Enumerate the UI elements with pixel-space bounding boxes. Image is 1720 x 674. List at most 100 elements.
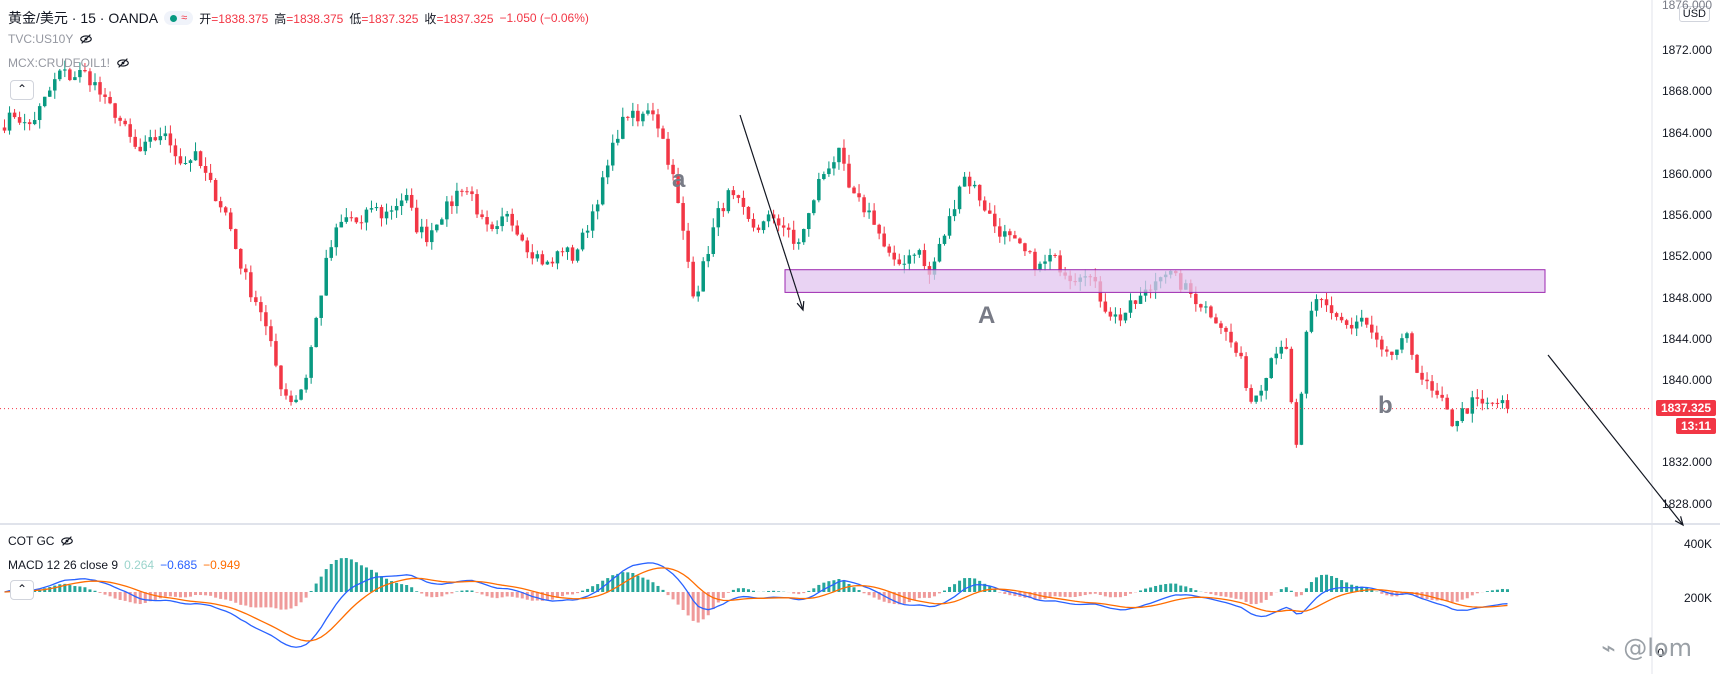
candle xyxy=(610,134,615,171)
eye-off-icon[interactable] xyxy=(60,534,74,548)
candle-body xyxy=(148,137,153,142)
candle xyxy=(58,68,62,82)
candle-body xyxy=(1400,338,1404,350)
candle-body xyxy=(32,120,37,125)
candle xyxy=(1445,394,1449,410)
candle-body xyxy=(1364,317,1369,325)
candle xyxy=(641,111,645,127)
candle xyxy=(862,194,866,218)
candle-body xyxy=(223,207,228,213)
candle xyxy=(530,244,535,265)
candle xyxy=(1008,228,1012,242)
collapse-legend-button[interactable]: ⌃ xyxy=(10,80,34,100)
candle xyxy=(183,156,188,165)
candle xyxy=(480,209,484,220)
candle-body xyxy=(671,164,675,175)
candle-body xyxy=(359,222,364,224)
candle xyxy=(399,193,404,216)
candle-body xyxy=(550,261,555,264)
candle-body xyxy=(1048,255,1052,262)
eye-off-icon[interactable] xyxy=(79,32,93,46)
candle-body xyxy=(1395,349,1399,355)
candle xyxy=(741,190,746,215)
currency-badge[interactable]: USD xyxy=(1678,6,1710,22)
candle xyxy=(274,333,278,368)
candle xyxy=(53,72,57,99)
symbol-title[interactable]: 黄金/美元 · 15 · OANDA xyxy=(8,10,159,26)
candle-body xyxy=(942,235,947,244)
wave-a-label: a xyxy=(672,166,686,193)
candle xyxy=(118,115,122,127)
candle-body xyxy=(736,195,741,198)
candle xyxy=(847,154,851,189)
candle-body xyxy=(198,151,203,167)
cot-legend[interactable]: COT GC xyxy=(8,534,74,548)
candle-body xyxy=(37,106,42,121)
candle xyxy=(188,159,193,172)
ohlc-open: 开=1838.375 xyxy=(199,11,269,26)
eye-off-icon[interactable] xyxy=(116,56,130,70)
axis-tick-top-cut: 1876.000 xyxy=(1661,0,1712,12)
candle xyxy=(982,196,987,212)
candle-body xyxy=(133,136,137,147)
candle-body xyxy=(2,127,7,131)
candle-body xyxy=(384,211,389,219)
symbol-legend: 黄金/美元 · 15 · OANDA ≈ 开=1838.375 高=1838.3… xyxy=(8,8,589,28)
candle-body xyxy=(1299,393,1304,445)
candle xyxy=(972,180,977,189)
overlay-crudeoil[interactable]: MCX:CRUDEOIL1! xyxy=(8,56,130,70)
candle xyxy=(1018,237,1022,245)
macd-axis-200k: 200K xyxy=(1683,591,1712,605)
candle xyxy=(977,184,982,207)
candle xyxy=(726,188,731,214)
candle-body xyxy=(741,197,746,207)
candle xyxy=(1470,390,1475,423)
candle xyxy=(98,76,102,102)
candle-body xyxy=(218,201,223,208)
candle-body xyxy=(27,122,32,125)
candle-body xyxy=(1043,261,1047,264)
candle xyxy=(605,159,610,185)
candle-body xyxy=(47,90,52,97)
candle-body xyxy=(907,255,912,264)
candle xyxy=(394,198,399,218)
pill-text: ≈ xyxy=(181,12,188,24)
macd-legend[interactable]: MACD 12 26 close 9 0.264 −0.685 −0.949 xyxy=(8,558,240,572)
candle xyxy=(123,118,127,127)
candle-body xyxy=(917,250,922,255)
candle-body xyxy=(817,178,821,201)
candle-body xyxy=(460,190,464,192)
candle xyxy=(515,220,519,237)
candle-body xyxy=(1329,305,1334,314)
candle xyxy=(676,167,680,204)
overlay-us10y[interactable]: TVC:US10Y xyxy=(8,32,93,46)
overlay-crudeoil-label: MCX:CRUDEOIL1! xyxy=(8,56,111,70)
candle xyxy=(228,208,233,232)
candle-body xyxy=(490,224,494,229)
candle xyxy=(254,290,258,306)
candle-body xyxy=(982,200,987,211)
candle xyxy=(1209,305,1213,319)
candle-body xyxy=(947,216,952,236)
candle-body xyxy=(88,71,92,86)
candle-body xyxy=(580,232,585,250)
candle-body xyxy=(98,82,102,95)
candle-body xyxy=(389,210,394,212)
candle-body xyxy=(600,177,605,205)
collapse-macd-button[interactable]: ⌃ xyxy=(10,580,34,600)
candle xyxy=(1375,325,1379,348)
candle-body xyxy=(520,234,525,241)
wave-b-label: b xyxy=(1378,392,1393,419)
candle-body xyxy=(168,133,173,146)
candle-body xyxy=(1354,321,1359,329)
candle-body xyxy=(1319,299,1324,301)
candle xyxy=(857,184,861,202)
candle-body xyxy=(847,163,851,188)
status-pill[interactable]: ≈ xyxy=(164,11,194,25)
candle-body xyxy=(962,176,967,187)
price-axis-tick: 1868.000 xyxy=(1661,84,1712,99)
candle xyxy=(651,102,655,121)
candle-body xyxy=(1359,317,1364,322)
